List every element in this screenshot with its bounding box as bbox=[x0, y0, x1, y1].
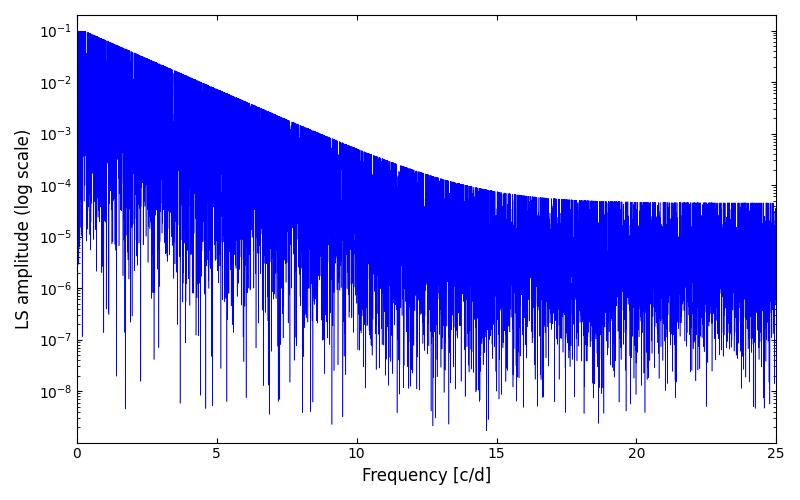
Y-axis label: LS amplitude (log scale): LS amplitude (log scale) bbox=[15, 128, 33, 329]
X-axis label: Frequency [c/d]: Frequency [c/d] bbox=[362, 467, 491, 485]
